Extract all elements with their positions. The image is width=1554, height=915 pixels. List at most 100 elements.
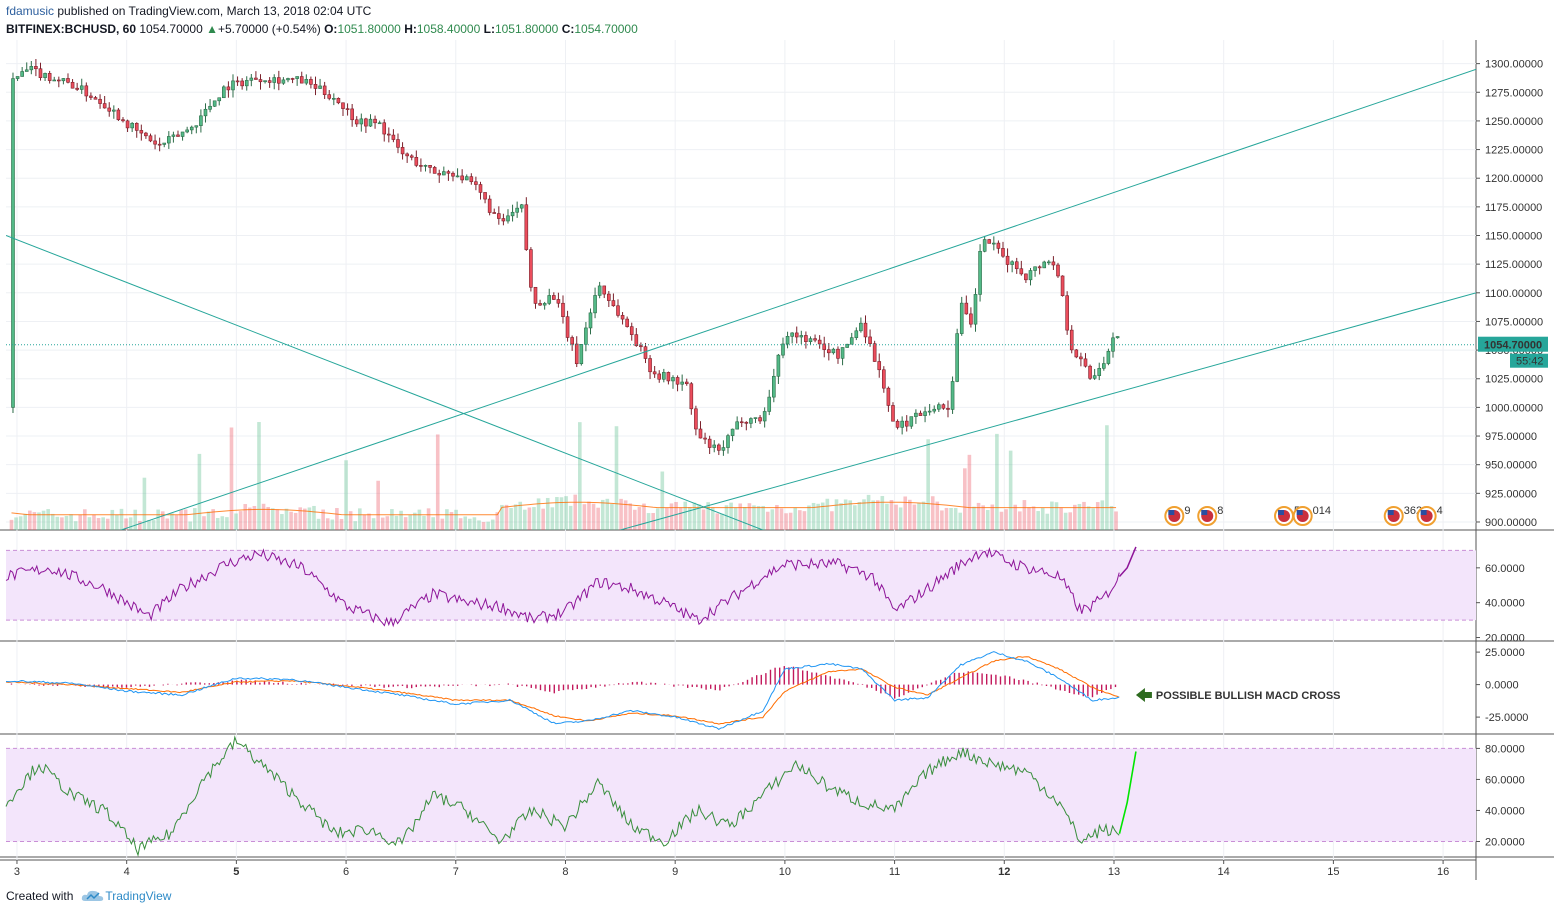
candle-body xyxy=(652,371,657,375)
volume-bar xyxy=(633,509,637,530)
volume-bar xyxy=(394,515,399,530)
volume-bar xyxy=(303,508,307,530)
price-axis-label: 1075.00000 xyxy=(1485,316,1543,328)
volume-bar xyxy=(568,505,573,530)
candle-body xyxy=(698,428,703,439)
candle-body xyxy=(327,94,332,99)
volume-bar xyxy=(500,504,504,530)
candle-body xyxy=(703,437,707,440)
volume-bar xyxy=(706,502,710,530)
volume-bar xyxy=(9,519,14,530)
publish-info: fdamusic published on TradingView.com, M… xyxy=(6,4,371,18)
price-axis-label: 925.00000 xyxy=(1485,488,1537,500)
candle-body xyxy=(47,73,52,81)
trend-line xyxy=(620,292,1476,530)
time-axis-label: 6 xyxy=(343,866,349,878)
candle-body xyxy=(125,120,130,129)
candle-body xyxy=(1083,358,1088,367)
volume-bar xyxy=(1095,502,1100,530)
candle-body xyxy=(845,343,849,348)
candle-body xyxy=(854,330,859,338)
last-price: 1054.70000 xyxy=(139,22,203,36)
candle-body xyxy=(662,372,666,380)
macd-line xyxy=(5,651,1120,731)
volume-bar xyxy=(312,505,316,530)
candle-body xyxy=(235,80,240,83)
volume-bar xyxy=(472,517,477,530)
candle-body xyxy=(822,343,827,350)
candle-body xyxy=(295,76,299,79)
candle-body xyxy=(240,80,244,87)
candle-body xyxy=(400,147,405,155)
author-link[interactable]: fdamusic xyxy=(6,4,55,18)
volume-bar xyxy=(266,506,270,530)
low-value: 1051.80000 xyxy=(494,22,559,36)
candle-body xyxy=(923,411,927,416)
tradingview-link[interactable]: TradingView xyxy=(81,889,171,903)
time-axis-label: 14 xyxy=(1218,866,1230,878)
candle-body xyxy=(387,133,391,136)
candle-body xyxy=(332,97,336,100)
high-label: H: xyxy=(404,22,417,36)
volume-bar xyxy=(64,516,69,530)
candle-body xyxy=(75,87,79,90)
candle-body xyxy=(620,315,625,320)
volume-bar xyxy=(756,506,761,530)
event-marker-icon[interactable]: 8 xyxy=(1197,505,1223,526)
candle-body xyxy=(602,285,607,295)
volume-bar xyxy=(32,512,37,530)
event-marker-icon[interactable]: 4 xyxy=(1416,505,1443,526)
volume-bar xyxy=(284,508,289,530)
volume-bar xyxy=(261,503,266,530)
volume-bar xyxy=(142,477,147,530)
candle-body xyxy=(1056,264,1060,277)
candle-body xyxy=(882,369,886,389)
volume-bar xyxy=(243,504,248,530)
volume-bar xyxy=(119,508,124,530)
volume-bar xyxy=(532,507,536,530)
volume-bar xyxy=(715,513,720,530)
candle-body xyxy=(93,97,98,100)
event-marker-icon[interactable]: 9 xyxy=(1164,505,1190,526)
candle-body xyxy=(1042,261,1047,269)
candle-body xyxy=(1092,375,1097,379)
candle-body xyxy=(455,175,460,178)
volume-bar xyxy=(1008,450,1013,530)
volume-bar xyxy=(417,509,422,530)
chart-area[interactable]: 3 4 5 6 7 8 9 10 11 12 13 14 15 16 900.00000 925.00000 9… xyxy=(0,40,1554,880)
volume-bar xyxy=(724,505,729,530)
price-axis-label: 1300.00000 xyxy=(1485,59,1543,71)
candle-body xyxy=(1037,266,1042,269)
time-axis-label: 3 xyxy=(14,866,20,878)
volume-bar xyxy=(270,508,275,530)
candle-body xyxy=(1001,248,1005,257)
volume-bar xyxy=(156,509,160,530)
volume-bar xyxy=(646,513,651,530)
event-marker-flag-canton xyxy=(1387,510,1394,515)
candle-body xyxy=(666,372,671,382)
volume-bar xyxy=(1091,508,1095,530)
event-marker-icon[interactable]: 362 xyxy=(1383,505,1422,526)
candle-body xyxy=(341,102,345,109)
candle-body xyxy=(377,122,382,125)
candle-body xyxy=(579,344,584,365)
candle-body xyxy=(684,381,689,385)
volume-bar xyxy=(692,502,697,530)
volume-bar xyxy=(495,512,500,530)
volume-bar xyxy=(1100,500,1105,530)
candle-body xyxy=(189,126,194,131)
candle-body xyxy=(483,192,487,200)
event-marker-icon[interactable]: 014 xyxy=(1292,505,1331,526)
candle-body xyxy=(57,79,61,82)
candle-body xyxy=(368,118,373,127)
volume-bar xyxy=(14,517,18,530)
volume-bar xyxy=(825,498,830,530)
price-axis-label: 975.00000 xyxy=(1485,431,1537,443)
volume-bar xyxy=(110,509,115,530)
volume-bar xyxy=(853,505,857,530)
candle-body xyxy=(1005,255,1010,265)
volume-bar xyxy=(889,500,894,530)
volume-bar xyxy=(220,516,225,530)
candle-body xyxy=(987,239,992,244)
price-axis-label: 1000.00000 xyxy=(1485,402,1543,414)
